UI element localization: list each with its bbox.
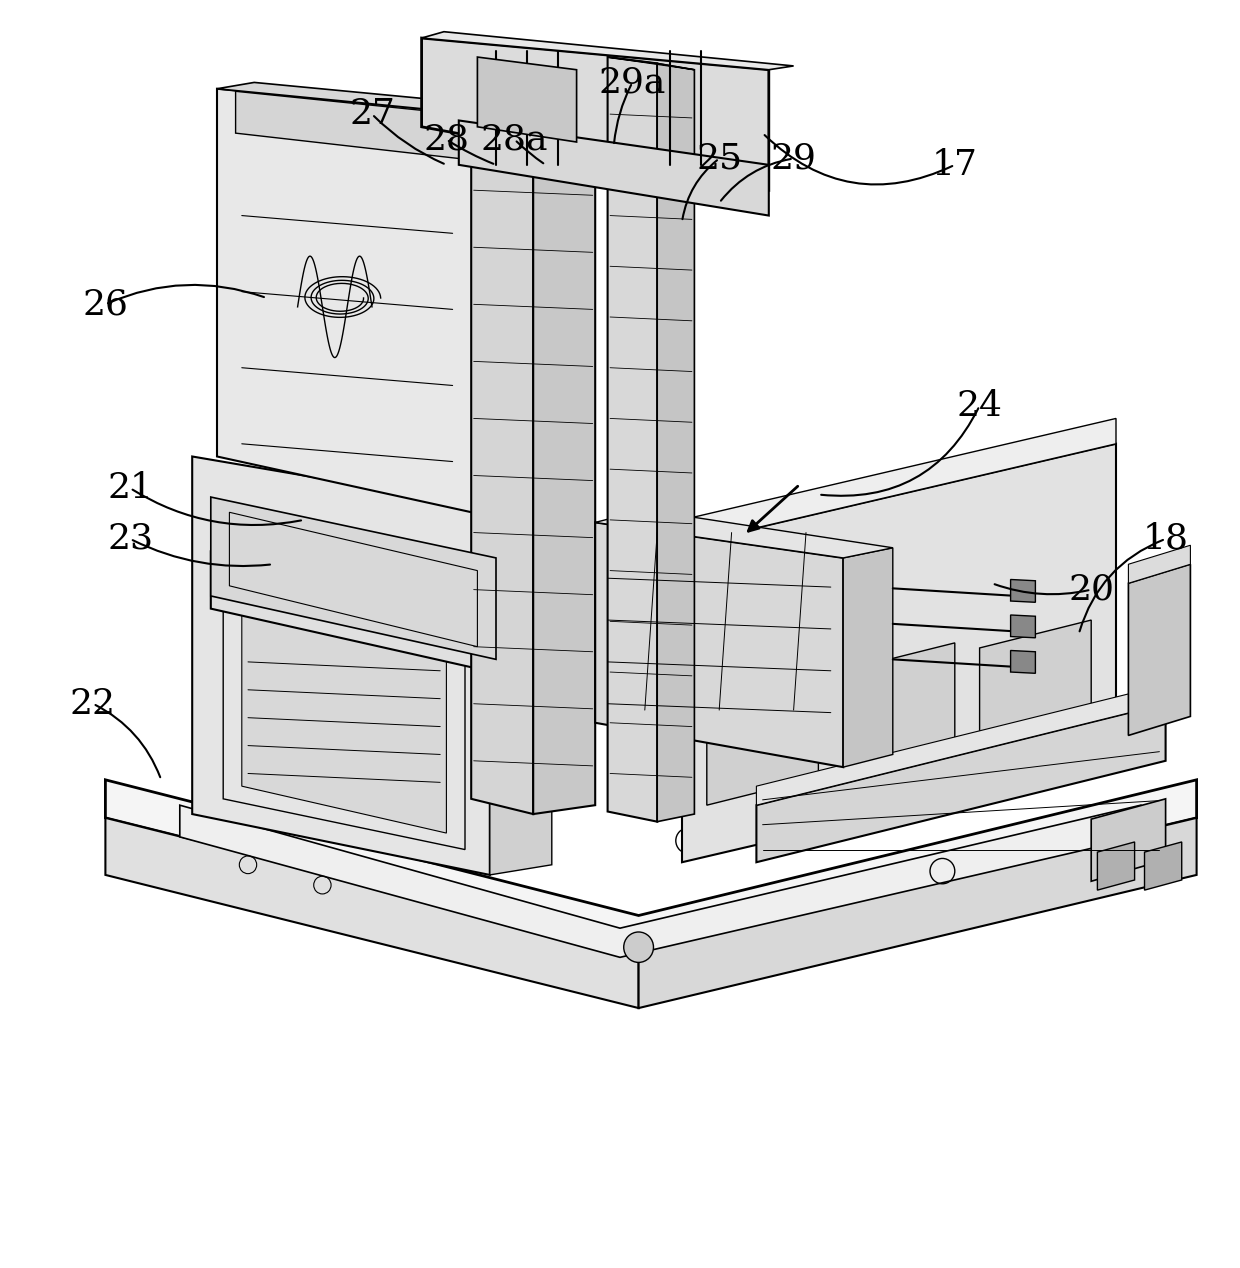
Polygon shape bbox=[682, 444, 1116, 862]
Polygon shape bbox=[1091, 799, 1166, 881]
Polygon shape bbox=[192, 456, 490, 875]
Circle shape bbox=[624, 932, 653, 962]
Text: 18: 18 bbox=[1142, 522, 1189, 555]
Polygon shape bbox=[180, 805, 1141, 957]
Polygon shape bbox=[756, 685, 1166, 805]
Polygon shape bbox=[217, 82, 521, 114]
Polygon shape bbox=[639, 818, 1197, 1008]
Polygon shape bbox=[422, 38, 769, 190]
Polygon shape bbox=[843, 548, 893, 767]
Polygon shape bbox=[211, 530, 831, 691]
Text: 23: 23 bbox=[107, 522, 154, 555]
Polygon shape bbox=[756, 704, 1166, 862]
Text: 17: 17 bbox=[932, 148, 977, 181]
Polygon shape bbox=[422, 32, 794, 70]
Text: 28: 28 bbox=[423, 123, 470, 156]
Polygon shape bbox=[1097, 842, 1135, 890]
Polygon shape bbox=[490, 497, 552, 875]
Text: 28a: 28a bbox=[481, 123, 548, 156]
Polygon shape bbox=[608, 57, 657, 822]
Polygon shape bbox=[595, 510, 893, 558]
Polygon shape bbox=[217, 89, 477, 514]
Polygon shape bbox=[1011, 650, 1035, 673]
Polygon shape bbox=[657, 63, 694, 822]
Text: 20: 20 bbox=[1068, 573, 1115, 606]
Text: 29: 29 bbox=[771, 142, 816, 175]
Text: 22: 22 bbox=[69, 687, 117, 720]
Polygon shape bbox=[682, 418, 1116, 545]
Polygon shape bbox=[608, 57, 694, 70]
Polygon shape bbox=[1011, 615, 1035, 638]
Polygon shape bbox=[242, 605, 446, 833]
Polygon shape bbox=[980, 620, 1091, 760]
Polygon shape bbox=[477, 57, 577, 142]
Polygon shape bbox=[236, 91, 459, 158]
Text: 21: 21 bbox=[107, 472, 154, 505]
Polygon shape bbox=[211, 497, 496, 659]
Text: 25: 25 bbox=[696, 142, 743, 175]
Polygon shape bbox=[707, 666, 818, 805]
Polygon shape bbox=[211, 552, 831, 748]
Polygon shape bbox=[471, 51, 533, 814]
Polygon shape bbox=[1128, 545, 1190, 583]
Polygon shape bbox=[1128, 564, 1190, 735]
Polygon shape bbox=[1011, 579, 1035, 602]
Polygon shape bbox=[533, 57, 595, 814]
Polygon shape bbox=[105, 780, 1197, 951]
Polygon shape bbox=[1145, 842, 1182, 890]
Text: 26: 26 bbox=[83, 288, 128, 321]
Polygon shape bbox=[843, 643, 955, 782]
Polygon shape bbox=[477, 108, 521, 514]
Text: 29a: 29a bbox=[599, 66, 666, 99]
Polygon shape bbox=[459, 120, 769, 216]
Polygon shape bbox=[105, 818, 639, 1008]
Polygon shape bbox=[595, 522, 843, 767]
Text: 24: 24 bbox=[956, 389, 1003, 422]
Text: 27: 27 bbox=[350, 98, 394, 131]
Polygon shape bbox=[471, 51, 595, 63]
